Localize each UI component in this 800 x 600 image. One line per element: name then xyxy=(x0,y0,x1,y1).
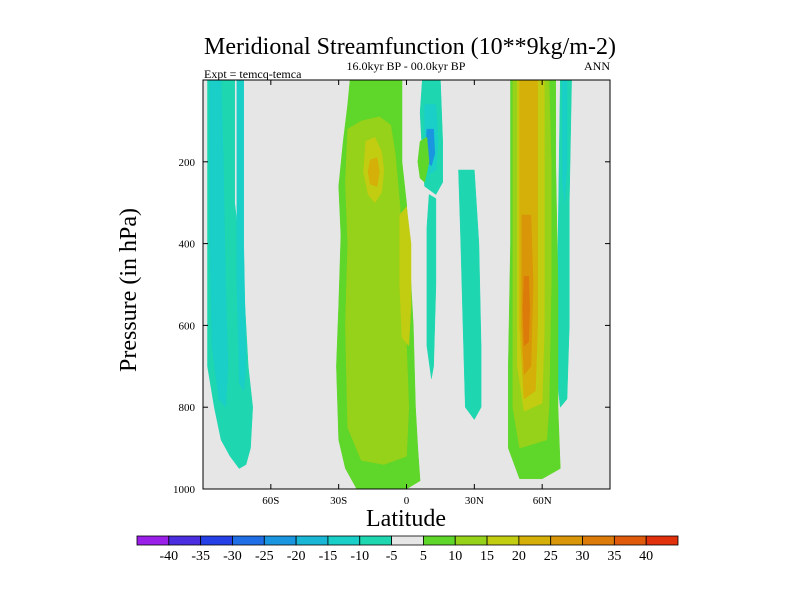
colorbar-box-10 xyxy=(454,535,488,546)
y-axis-label: Pressure (in hPa) xyxy=(116,208,142,372)
colorbar-box-0 xyxy=(136,535,170,546)
colorbar-label-11: 20 xyxy=(512,549,526,564)
y-tick-label-0: 200 xyxy=(179,157,196,169)
colorbar-box-14 xyxy=(582,535,615,546)
x-tick-label-3: 30N xyxy=(465,495,484,507)
x-ticks: 60S 30S 0 30N 60N xyxy=(262,80,552,507)
colorbar-label-12: 25 xyxy=(544,549,558,564)
colorbar-box-4 xyxy=(263,535,297,546)
x-tick-label-4: 60N xyxy=(533,495,552,507)
colorbar-label-8: 5 xyxy=(420,549,427,564)
colorbar-label-10: 15 xyxy=(480,549,494,564)
colorbar-box-9 xyxy=(423,535,456,546)
colorbar-label-7: -5 xyxy=(386,549,398,564)
colorbar-box-1 xyxy=(168,535,202,546)
contour-regions xyxy=(207,79,572,490)
colorbar-label-14: 35 xyxy=(607,549,621,564)
contour-region-11 xyxy=(417,137,430,183)
y-tick-label-3: 800 xyxy=(179,402,196,414)
x-tick-label-2: 0 xyxy=(404,495,410,507)
colorbar-label-4: -20 xyxy=(287,549,306,564)
contour-region-6 xyxy=(367,157,380,187)
season-label: ANN xyxy=(584,59,610,73)
chart-title: Meridional Streamfunction (10**9kg/m-2) xyxy=(204,34,616,60)
colorbar-label-13: 30 xyxy=(576,549,590,564)
colorbar-label-6: -10 xyxy=(350,549,369,564)
contour-region-7 xyxy=(399,206,412,347)
y-tick-label-2: 600 xyxy=(179,320,196,332)
plot-area: 60S 30S 0 30N 60N 200 400 600 800 1000 xyxy=(173,79,611,507)
experiment-label: Expt = temcq-temca xyxy=(204,67,302,81)
y-ticks: 200 400 600 800 1000 xyxy=(173,157,610,496)
y-tick-label-4: 1000 xyxy=(173,484,196,496)
colorbar-box-8 xyxy=(391,535,424,546)
colorbar-box-2 xyxy=(200,535,233,546)
colorbar-label-3: -25 xyxy=(255,549,274,564)
colorbar-label-15: 40 xyxy=(639,549,653,564)
x-tick-label-0: 60S xyxy=(262,495,279,507)
colorbar-label-1: -35 xyxy=(191,549,210,564)
contour-region-21 xyxy=(522,276,530,347)
colorbar-box-6 xyxy=(327,535,361,546)
colorbar-box-5 xyxy=(295,535,329,546)
colorbar-label-2: -30 xyxy=(223,549,242,564)
colorbar-box-13 xyxy=(550,535,583,546)
colorbar-box-7 xyxy=(359,535,392,546)
x-tick-label-1: 30S xyxy=(330,495,347,507)
contour-region-2 xyxy=(236,79,247,392)
colorbar: -40 -35 -30 -25 -20 -15 -10 -5 5 10 15 20 25 30 35 40 xyxy=(136,535,679,564)
colorbar-box-16 xyxy=(645,535,679,546)
chart-subtitle: 16.0kyr BP - 00.0kyr BP xyxy=(347,59,466,73)
colorbar-box-15 xyxy=(613,535,647,546)
contour-region-1 xyxy=(209,79,229,408)
colorbar-box-3 xyxy=(232,535,265,546)
colorbar-label-9: 10 xyxy=(448,549,462,564)
contour-region-4 xyxy=(345,116,410,465)
colorbar-label-0: -40 xyxy=(159,549,178,564)
x-axis-label: Latitude xyxy=(366,506,446,532)
colorbar-box-12 xyxy=(518,535,552,546)
colorbar-label-5: -15 xyxy=(319,549,338,564)
y-tick-label-1: 400 xyxy=(179,239,196,251)
contour-region-13 xyxy=(458,169,482,420)
contour-region-12 xyxy=(426,194,437,379)
colorbar-box-11 xyxy=(486,535,520,546)
